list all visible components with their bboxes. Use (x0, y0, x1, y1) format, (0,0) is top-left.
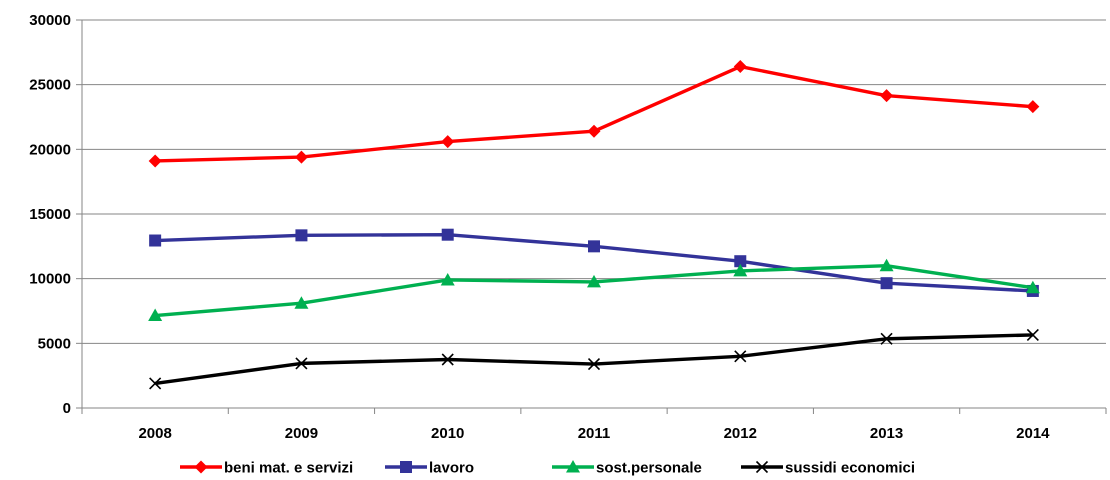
legend-label: lavoro (429, 460, 474, 477)
data-point (295, 357, 308, 370)
legend-swatch-marker (400, 461, 412, 473)
series-line (155, 64, 1033, 163)
series-beni-mat-e-servizi (148, 60, 1040, 168)
series-line (154, 333, 1033, 386)
y-axis-ticks: 0 5000 10000 15000 20000 25000 30000 (29, 12, 71, 417)
x-axis-ticks: 2008 2009 2010 2011 2012 2013 2014 (138, 425, 1050, 442)
data-point (879, 258, 894, 272)
data-point (880, 89, 894, 103)
x-tick-label: 2010 (431, 425, 464, 442)
legend-swatch-marker (566, 460, 580, 473)
series-sussidi-economici (149, 328, 1039, 390)
data-point (587, 357, 601, 371)
series-group (148, 60, 1040, 390)
data-point (587, 274, 601, 288)
data-point (734, 255, 747, 268)
data-point (149, 377, 162, 390)
axes (76, 19, 1107, 414)
legend-label: sost.personale (596, 460, 702, 477)
data-point (733, 60, 747, 74)
data-point (733, 263, 748, 277)
data-point (148, 154, 162, 168)
legend-item: beni mat. e servizi (180, 460, 353, 477)
y-tick-label: 30000 (29, 12, 71, 29)
data-point (880, 277, 893, 290)
x-tick-label: 2008 (138, 425, 171, 442)
x-tick-label: 2009 (285, 425, 318, 442)
legend: beni mat. e servizi lavoro sost.personale s… (180, 460, 915, 477)
y-tick-label: 0 (63, 400, 71, 417)
legend-swatch-marker (755, 460, 769, 474)
data-point (734, 350, 747, 363)
data-point (441, 228, 454, 241)
x-tick-label: 2012 (724, 425, 757, 442)
data-point (441, 135, 455, 149)
data-point (587, 124, 601, 138)
x-tick-label: 2013 (870, 425, 903, 442)
x-tick-label: 2014 (1016, 425, 1050, 442)
legend-label: sussidi economici (785, 460, 915, 477)
series-lavoro (149, 228, 1039, 297)
data-point (441, 353, 454, 366)
y-tick-label: 10000 (29, 271, 71, 288)
data-point (295, 229, 308, 242)
y-tick-label: 25000 (29, 77, 71, 94)
series-sost-personale (148, 258, 1040, 322)
y-tick-label: 20000 (29, 141, 71, 158)
legend-label: beni mat. e servizi (224, 460, 353, 477)
y-tick-label: 15000 (29, 206, 71, 223)
data-point (149, 234, 162, 247)
series-line (155, 264, 1034, 318)
data-point (440, 272, 455, 286)
y-tick-label: 5000 (38, 335, 71, 352)
data-point (880, 332, 893, 345)
data-point (294, 150, 308, 164)
legend-swatch-marker (194, 460, 208, 474)
gridlines (82, 19, 1106, 344)
x-tick-label: 2011 (578, 425, 611, 442)
data-point (588, 240, 600, 253)
legend-item: sussidi economici (741, 460, 915, 477)
data-point (1025, 280, 1040, 294)
legend-item: lavoro (385, 460, 474, 477)
legend-item: sost.personale (552, 460, 702, 477)
data-point (148, 308, 163, 322)
data-point (1026, 328, 1039, 341)
data-point (1026, 100, 1040, 114)
data-point (294, 296, 309, 309)
